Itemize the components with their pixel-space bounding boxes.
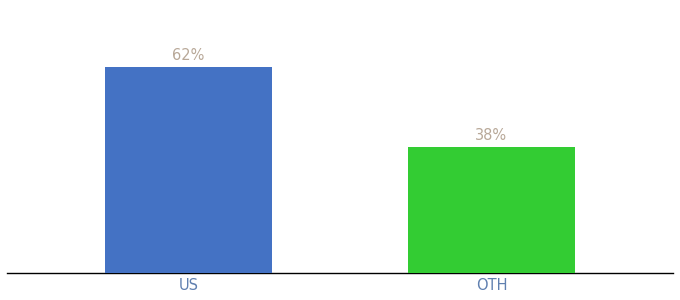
Bar — [408, 147, 575, 273]
Text: 62%: 62% — [173, 48, 205, 63]
Text: 38%: 38% — [475, 128, 507, 143]
Bar — [105, 67, 272, 273]
